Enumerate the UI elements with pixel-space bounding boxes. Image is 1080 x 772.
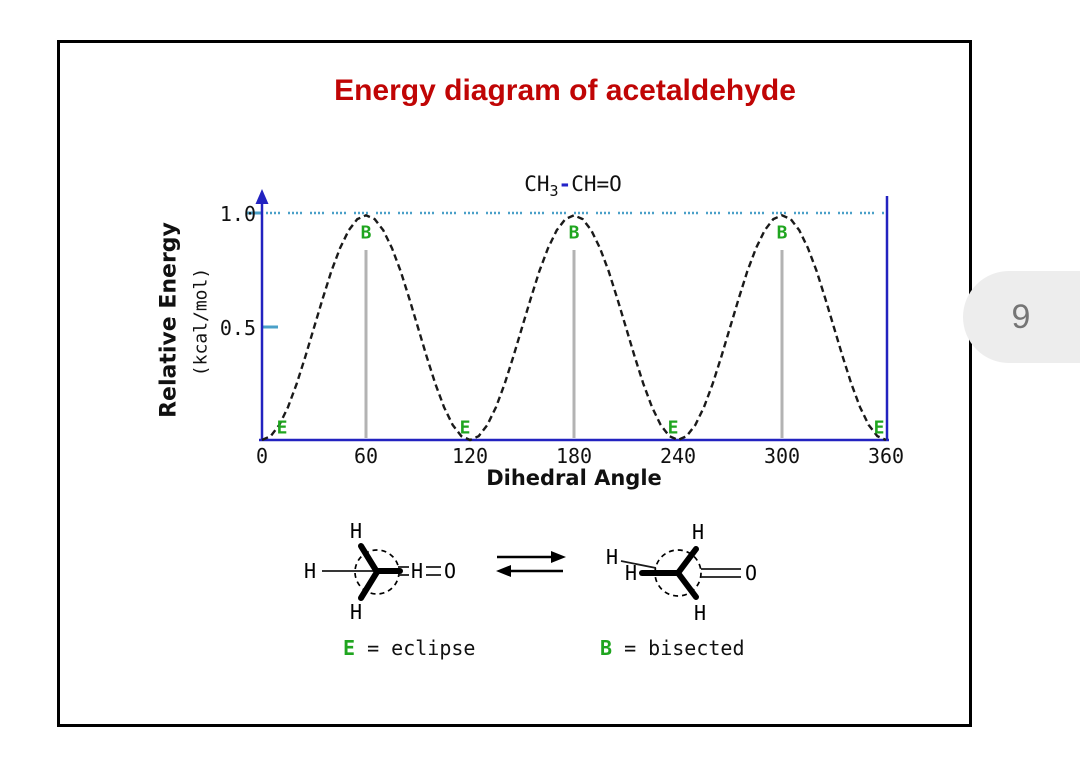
legend-symbol-E: E	[343, 636, 356, 660]
x-tick-label: 360	[867, 444, 905, 468]
slide-canvas	[57, 40, 972, 727]
legend-bisected: B = bisected	[600, 636, 745, 660]
legend-eclipsed: E = eclipse	[343, 636, 475, 660]
x-tick-label: 0	[255, 444, 269, 468]
y-tick-label: 0.5	[219, 315, 256, 340]
x-tick-label: 120	[451, 444, 489, 468]
x-tick-label: 300	[763, 444, 801, 468]
formula-bond: -	[558, 172, 572, 196]
legend-text-eclipse: = eclipse	[355, 636, 476, 660]
formula-suffix: CH=O	[571, 172, 622, 196]
page-number-badge: 9	[963, 271, 1080, 363]
legend-symbol-B: B	[600, 636, 613, 660]
x-tick-label: 60	[353, 444, 379, 468]
maximum-label: B	[568, 222, 580, 244]
slide-title: Energy diagram of acetaldehyde	[334, 74, 796, 107]
minimum-label: E	[276, 417, 288, 439]
y-tick-label: 1.0	[219, 202, 256, 226]
x-tick-label: 180	[555, 444, 593, 468]
x-axis-title: Dihedral Angle	[486, 466, 662, 490]
maximum-label: B	[776, 222, 788, 244]
formula-subscript: 3	[549, 182, 559, 201]
legend-text-bisected: = bisected	[612, 636, 745, 660]
y-axis-title: Relative Energy	[156, 222, 182, 418]
molecular-formula: CH3-CH=O	[423, 172, 723, 200]
minimum-label: E	[459, 417, 471, 439]
x-tick-label: 240	[659, 444, 697, 468]
minimum-label: E	[873, 417, 885, 439]
maximum-label: B	[360, 222, 372, 244]
formula-prefix: CH	[524, 172, 550, 196]
page-number: 9	[1011, 297, 1031, 336]
minimum-label: E	[667, 417, 679, 439]
